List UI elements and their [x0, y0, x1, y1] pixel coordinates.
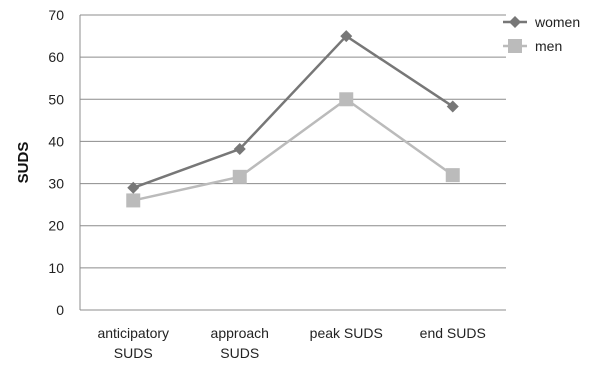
- legend-item-men: men: [503, 38, 562, 54]
- data-point-men: [339, 92, 354, 107]
- gridlines: [80, 14, 506, 269]
- series-men: [126, 92, 460, 208]
- data-point-men: [126, 193, 141, 208]
- legend-marker: [508, 39, 522, 53]
- x-category-label-line: SUDS: [114, 345, 153, 361]
- x-category-label: end SUDS: [420, 325, 486, 341]
- y-tick-labels: 0 10 20 30 40 50 60 70: [48, 7, 64, 318]
- data-point-men: [445, 168, 460, 183]
- y-tick-label: 60: [48, 49, 64, 65]
- x-category-label-line: peak SUDS: [310, 325, 383, 341]
- x-category-label-line: approach: [211, 325, 269, 341]
- y-tick-label: 0: [56, 302, 64, 318]
- x-category-labels: anticipatory SUDS approach SUDS peak SUDS end…: [97, 325, 485, 361]
- axes: [79, 15, 506, 311]
- legend: women men: [503, 14, 580, 54]
- series-line-women: [132, 34, 454, 189]
- legend-item-women: women: [503, 14, 580, 30]
- y-tick-label: 50: [48, 91, 64, 107]
- x-category-label: approach SUDS: [211, 325, 269, 361]
- y-axis-label: SUDS: [15, 142, 32, 184]
- y-tick-label: 20: [48, 218, 64, 234]
- x-category-label: anticipatory SUDS: [97, 325, 169, 361]
- y-tick-label: 40: [48, 133, 64, 149]
- legend-label: women: [534, 14, 580, 30]
- data-point-men: [232, 169, 247, 184]
- x-category-label-line: end SUDS: [420, 325, 486, 341]
- y-tick-label: 10: [48, 260, 64, 276]
- x-category-label-line: anticipatory: [97, 325, 169, 341]
- data-point-women: [127, 181, 140, 194]
- x-category-label: peak SUDS: [310, 325, 383, 341]
- series-group: [126, 30, 460, 208]
- legend-marker: [509, 16, 521, 28]
- data-point-women: [340, 30, 353, 43]
- y-tick-label: 30: [48, 176, 64, 192]
- y-tick-label: 70: [48, 7, 64, 23]
- data-point-women: [233, 143, 246, 156]
- x-category-label-line: SUDS: [220, 345, 259, 361]
- series-women: [127, 30, 459, 194]
- series-line-men: [132, 97, 454, 202]
- legend-label: men: [535, 38, 562, 54]
- data-point-women: [446, 100, 459, 113]
